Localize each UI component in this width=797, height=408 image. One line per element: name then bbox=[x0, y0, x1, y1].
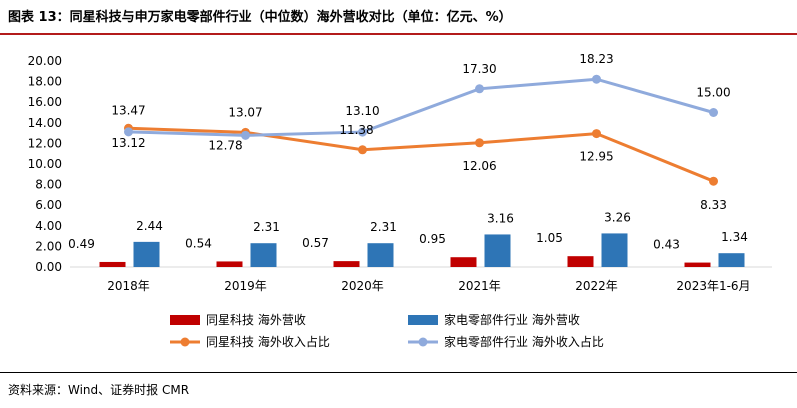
line-data-label: 12.78 bbox=[208, 138, 242, 152]
line-data-label: 13.07 bbox=[228, 105, 262, 119]
source-note: 资料来源：Wind、证券时报 CMR bbox=[8, 383, 190, 397]
x-tick-label: 2020年 bbox=[341, 279, 384, 293]
y-tick-label: 16.00 bbox=[28, 95, 62, 109]
point-industry-share bbox=[124, 127, 133, 137]
legend-label: 家电零部件行业 海外收入占比 bbox=[444, 334, 604, 349]
bar-industry-revenue bbox=[718, 253, 745, 267]
line-data-label: 13.10 bbox=[345, 104, 379, 118]
bar-data-label: 0.43 bbox=[653, 238, 680, 252]
y-tick-label: 10.00 bbox=[28, 157, 62, 171]
y-tick-label: 8.00 bbox=[35, 178, 62, 192]
bar-tongxing-revenue bbox=[450, 257, 477, 267]
x-tick-label: 2023年1-6月 bbox=[676, 279, 750, 293]
line-data-label: 12.95 bbox=[579, 150, 613, 164]
point-tongxing-share bbox=[475, 138, 484, 148]
y-tick-label: 0.00 bbox=[35, 260, 62, 274]
line-industry-share bbox=[128, 77, 714, 137]
bar-data-label: 1.34 bbox=[721, 230, 748, 244]
bar-industry-revenue bbox=[601, 233, 628, 267]
point-tongxing-share bbox=[358, 145, 367, 155]
bar-tongxing-revenue bbox=[99, 261, 126, 267]
bar-tongxing-revenue bbox=[567, 256, 594, 267]
line-data-label: 13.47 bbox=[111, 103, 145, 117]
x-tick-label: 2021年 bbox=[458, 279, 501, 293]
point-industry-share bbox=[358, 127, 367, 137]
legend-swatch bbox=[408, 315, 438, 325]
bar-industry-revenue bbox=[250, 243, 277, 267]
point-tongxing-share bbox=[709, 176, 718, 186]
chart-title: 图表 13：同星科技与申万家电零部件行业（中位数）海外营收对比（单位：亿元、%） bbox=[8, 10, 512, 25]
y-tick-label: 2.00 bbox=[35, 239, 62, 253]
line-tongxing-share bbox=[128, 126, 715, 183]
y-tick-label: 20.00 bbox=[28, 54, 62, 68]
bar-data-label: 3.16 bbox=[487, 211, 514, 225]
footer-rule bbox=[0, 372, 797, 373]
legend-label: 同星科技 海外营收 bbox=[206, 312, 306, 327]
line-data-label: 12.06 bbox=[462, 159, 496, 173]
point-industry-share bbox=[241, 130, 250, 140]
bar-tongxing-revenue bbox=[333, 261, 360, 267]
bar-data-label: 0.57 bbox=[302, 236, 329, 250]
y-tick-label: 6.00 bbox=[35, 198, 62, 212]
line-data-label: 13.12 bbox=[111, 136, 145, 150]
line-data-label: 18.23 bbox=[579, 52, 613, 66]
point-industry-share bbox=[709, 108, 718, 117]
y-tick-label: 18.00 bbox=[28, 75, 62, 89]
bar-industry-revenue bbox=[367, 243, 394, 267]
x-tick-label: 2022年 bbox=[575, 279, 618, 293]
point-industry-share bbox=[592, 74, 601, 84]
line-data-label: 8.33 bbox=[700, 198, 727, 212]
bar-data-label: 2.31 bbox=[370, 220, 397, 234]
bar-data-label: 0.54 bbox=[185, 236, 212, 250]
y-tick-label: 14.00 bbox=[28, 116, 62, 130]
line-data-label: 11.38 bbox=[339, 123, 373, 137]
chart: 0.00 2.00 4.00 6.00 8.00 10.00 12.00 14.00 16.00… bbox=[28, 52, 772, 349]
point-industry-share bbox=[475, 84, 484, 94]
y-tick-label: 12.00 bbox=[28, 136, 62, 150]
bar-data-label: 2.44 bbox=[136, 219, 163, 233]
legend-marker bbox=[180, 337, 190, 347]
bar-industry-revenue bbox=[133, 241, 160, 267]
legend-marker bbox=[418, 337, 428, 347]
x-tick-label: 2018年 bbox=[107, 279, 150, 293]
point-tongxing-share bbox=[592, 129, 601, 139]
y-tick-label: 4.00 bbox=[35, 219, 62, 233]
bar-tongxing-revenue bbox=[216, 261, 243, 267]
line-data-label: 17.30 bbox=[462, 62, 496, 76]
title-rule bbox=[0, 33, 797, 35]
bar-data-label: 0.95 bbox=[419, 232, 446, 246]
bar-industry-revenue bbox=[484, 234, 511, 267]
bar-data-label: 3.26 bbox=[604, 210, 631, 224]
bar-data-label: 0.49 bbox=[68, 237, 95, 251]
bar-tongxing-revenue bbox=[684, 262, 711, 267]
bar-data-label: 1.05 bbox=[536, 231, 563, 245]
legend-swatch bbox=[170, 315, 200, 325]
x-tick-label: 2019年 bbox=[224, 279, 267, 293]
bar-data-label: 2.31 bbox=[253, 220, 280, 234]
legend-label: 家电零部件行业 海外营收 bbox=[444, 312, 580, 327]
legend-label: 同星科技 海外收入占比 bbox=[206, 334, 330, 349]
line-data-label: 15.00 bbox=[696, 86, 730, 100]
